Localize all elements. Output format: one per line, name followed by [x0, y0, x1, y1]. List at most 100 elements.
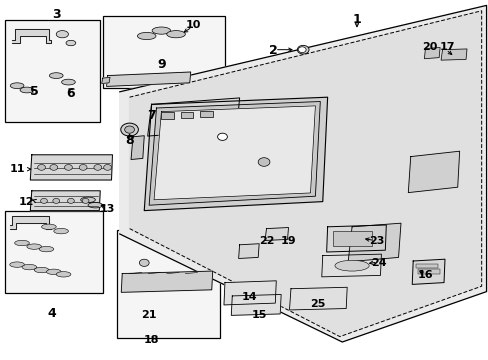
- Polygon shape: [131, 136, 144, 159]
- Polygon shape: [424, 48, 439, 59]
- Ellipse shape: [81, 197, 95, 202]
- Ellipse shape: [166, 31, 185, 38]
- Circle shape: [79, 165, 87, 170]
- Circle shape: [82, 198, 89, 203]
- Bar: [102, 16, 224, 88]
- Text: 21: 21: [141, 310, 157, 320]
- Ellipse shape: [39, 246, 54, 252]
- Text: 11: 11: [9, 164, 25, 174]
- Ellipse shape: [49, 73, 63, 78]
- Circle shape: [124, 126, 134, 133]
- Polygon shape: [289, 287, 346, 310]
- Circle shape: [217, 133, 227, 140]
- Polygon shape: [30, 191, 100, 211]
- Text: 5: 5: [30, 85, 39, 98]
- Ellipse shape: [10, 83, 24, 89]
- Text: 9: 9: [157, 58, 165, 71]
- Text: 23: 23: [368, 236, 384, 246]
- Polygon shape: [121, 271, 212, 292]
- Ellipse shape: [46, 269, 61, 274]
- Text: 12: 12: [19, 197, 35, 207]
- Ellipse shape: [66, 40, 76, 46]
- Bar: [200, 111, 212, 117]
- Ellipse shape: [41, 224, 56, 230]
- Polygon shape: [129, 11, 481, 337]
- Ellipse shape: [54, 229, 68, 234]
- Polygon shape: [326, 225, 386, 252]
- Ellipse shape: [15, 240, 29, 246]
- Ellipse shape: [152, 27, 170, 34]
- Text: 3: 3: [52, 8, 61, 21]
- Ellipse shape: [27, 244, 41, 249]
- Polygon shape: [149, 102, 320, 205]
- Polygon shape: [12, 29, 51, 43]
- Text: 15: 15: [251, 310, 266, 320]
- Ellipse shape: [20, 87, 34, 93]
- Ellipse shape: [22, 264, 37, 270]
- Circle shape: [297, 45, 308, 54]
- Text: 2: 2: [269, 44, 278, 57]
- Bar: [161, 112, 173, 119]
- Ellipse shape: [137, 32, 156, 40]
- Polygon shape: [264, 228, 288, 240]
- Bar: [181, 112, 193, 118]
- Polygon shape: [411, 259, 444, 284]
- Circle shape: [64, 165, 72, 170]
- Circle shape: [298, 47, 305, 53]
- Circle shape: [94, 165, 102, 170]
- Circle shape: [41, 198, 47, 203]
- Text: 20: 20: [421, 42, 436, 52]
- Bar: [415, 264, 437, 268]
- Ellipse shape: [56, 31, 68, 38]
- Circle shape: [67, 198, 74, 203]
- Circle shape: [53, 198, 60, 203]
- Text: 22: 22: [258, 236, 274, 246]
- Ellipse shape: [88, 202, 102, 208]
- Ellipse shape: [10, 262, 24, 267]
- Polygon shape: [238, 244, 259, 258]
- Polygon shape: [154, 106, 315, 200]
- Bar: [332, 231, 371, 246]
- Text: 16: 16: [417, 270, 432, 280]
- Text: 7: 7: [147, 109, 156, 122]
- Text: 17: 17: [439, 42, 454, 52]
- Ellipse shape: [56, 271, 71, 277]
- Polygon shape: [407, 151, 459, 193]
- Polygon shape: [106, 72, 190, 86]
- Polygon shape: [147, 98, 239, 136]
- Polygon shape: [102, 77, 110, 84]
- Circle shape: [258, 158, 269, 166]
- Text: 24: 24: [370, 258, 386, 268]
- Bar: [5, 211, 102, 293]
- Polygon shape: [440, 49, 466, 60]
- Ellipse shape: [334, 260, 368, 271]
- Polygon shape: [120, 5, 486, 342]
- Polygon shape: [10, 216, 51, 229]
- Circle shape: [121, 123, 138, 136]
- Text: 6: 6: [66, 87, 75, 100]
- Circle shape: [103, 165, 111, 170]
- Ellipse shape: [34, 267, 49, 273]
- Text: 25: 25: [309, 299, 325, 309]
- Text: 8: 8: [125, 134, 134, 147]
- Polygon shape: [231, 294, 281, 315]
- Text: 4: 4: [47, 307, 56, 320]
- Bar: [5, 20, 100, 122]
- Text: 1: 1: [352, 13, 361, 26]
- Polygon shape: [321, 254, 381, 277]
- Text: 18: 18: [143, 335, 159, 345]
- Text: 10: 10: [185, 20, 201, 30]
- Circle shape: [253, 154, 274, 170]
- Bar: [417, 269, 439, 274]
- Polygon shape: [224, 281, 276, 305]
- Bar: [117, 230, 220, 338]
- Circle shape: [139, 259, 149, 266]
- Text: 19: 19: [280, 236, 296, 246]
- Polygon shape: [347, 223, 400, 262]
- Polygon shape: [30, 155, 112, 180]
- Circle shape: [38, 165, 45, 170]
- Ellipse shape: [61, 79, 75, 85]
- Polygon shape: [144, 97, 327, 211]
- Circle shape: [50, 165, 58, 170]
- Text: 13: 13: [100, 204, 115, 214]
